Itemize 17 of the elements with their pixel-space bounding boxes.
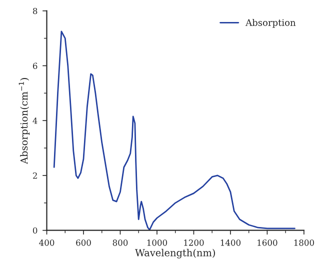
- x-tick-label: 600: [76, 240, 91, 246]
- y-tick-label: 8: [32, 8, 38, 14]
- x-tick-label: 800: [112, 240, 128, 246]
- y-tick-label: 4: [32, 118, 38, 124]
- y-tick-label: 0: [32, 227, 38, 234]
- line-series: [53, 30, 296, 230]
- x-tick-label: 1000: [147, 240, 168, 246]
- x-tick-label: 1800: [294, 240, 314, 246]
- x-tick-label: 1400: [220, 240, 241, 246]
- legend-label: Absorption: [246, 18, 296, 28]
- y-tick-label: 6: [32, 62, 38, 69]
- x-tick-label: 1200: [184, 240, 204, 246]
- x-axis-title: Wavelength(nm): [135, 248, 215, 258]
- x-tick-label: 400: [39, 240, 54, 246]
- x-tick-label: 1600: [258, 240, 278, 246]
- y-tick-label: 2: [32, 172, 37, 179]
- y-axis-title: Absorption(cm$^{−1}$): [18, 78, 30, 164]
